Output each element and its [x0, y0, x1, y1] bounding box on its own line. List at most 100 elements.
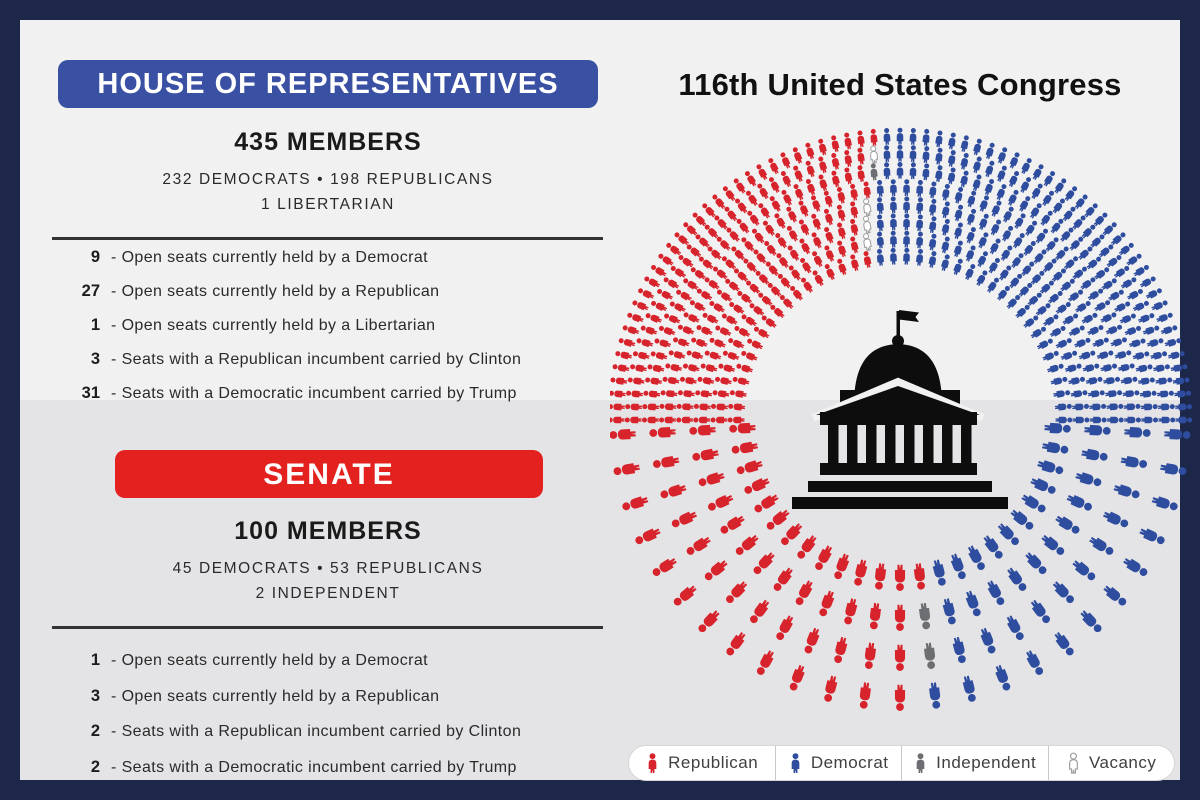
house-seat-icon [1126, 287, 1145, 302]
house-seat-icon [965, 226, 978, 245]
house-seat-icon [735, 289, 754, 305]
stat-value: 2 [90, 757, 100, 776]
senate-seat-icon [832, 636, 849, 665]
house-seat-icon [971, 155, 984, 174]
house-seat-icon [779, 188, 794, 207]
house-seat-icon [959, 152, 970, 171]
house-seat-icon [1009, 251, 1026, 270]
stat-row: 9 - Open seats currently held by a Democr… [50, 248, 612, 282]
house-seat-icon [1117, 241, 1136, 257]
house-seat-icon [787, 264, 803, 282]
senate-seat-icon [697, 470, 726, 489]
house-seat-icon [754, 163, 769, 181]
house-seat-icon [869, 163, 879, 181]
senate-seat-icon [1041, 440, 1070, 456]
senate-seat-icon [873, 562, 887, 591]
house-seat-icon [966, 189, 978, 208]
house-seat-icon [614, 349, 633, 361]
house-seat-icon [995, 164, 1009, 183]
house-seat-icon [810, 250, 824, 268]
senate-seat-icon [1074, 470, 1103, 489]
house-seat-icon [1083, 201, 1100, 219]
senate-seat-icon [868, 602, 882, 630]
house-seat-icon [889, 230, 897, 248]
stat-label: - Open seats currently held by a Democra… [111, 652, 428, 669]
stat-value: 2 [90, 722, 100, 740]
house-seat-icon [1142, 324, 1161, 337]
senate-seat-icon [612, 462, 641, 477]
house-seat-icon [848, 218, 860, 237]
senate-seat-icon [702, 558, 730, 583]
house-seat-icon [1041, 349, 1060, 363]
senate-members-count: 100 MEMBERS [234, 517, 422, 545]
house-seat-icon [915, 231, 924, 249]
house-seat-icon [694, 389, 713, 398]
house-seat-icon [1145, 286, 1164, 301]
house-seat-icon [889, 179, 897, 197]
legend-item-independent: Independent [901, 746, 1048, 780]
house-seat-icon [690, 336, 709, 349]
house-seat-icon [714, 375, 733, 386]
senate-seat-icon [948, 552, 969, 581]
house-seat-icon [1020, 260, 1036, 278]
house-seat-icon [903, 247, 911, 265]
house-seat-icon [610, 403, 625, 411]
house-seat-icon [714, 323, 733, 338]
senate-seat-icon [670, 509, 699, 530]
house-seat-icon [1122, 389, 1140, 398]
house-seat-icon [903, 196, 911, 214]
house-seat-icon [691, 211, 708, 228]
senate-seat-icon [822, 674, 839, 703]
house-seat-icon [1074, 299, 1092, 314]
house-seat-icon [1011, 231, 1027, 250]
house-seat-icon [717, 362, 736, 374]
house-seat-icon [903, 230, 911, 248]
senate-seat-icon [742, 475, 771, 497]
house-seat-icon [744, 279, 762, 296]
house-seat-icon [1128, 337, 1147, 349]
stat-row: 1 - Open seats currently held by a Libert… [50, 316, 612, 350]
house-seat-icon [1164, 336, 1183, 348]
stat-row: 31 - Seats with a Democratic incumbent ca… [50, 384, 612, 418]
house-seat-icon [915, 248, 925, 267]
house-seat-icon [712, 213, 729, 231]
house-seat-icon [822, 207, 835, 226]
house-seat-icon [1089, 416, 1107, 424]
senate-banner: SENATE [115, 450, 543, 498]
house-seat-icon [701, 311, 720, 325]
house-seat-icon [1032, 247, 1049, 265]
house-seat-icon [856, 147, 866, 165]
house-seat-icon [723, 277, 741, 293]
house-seat-icon [710, 193, 727, 211]
house-seat-icon [735, 217, 751, 235]
senate-seat-icon [863, 642, 877, 670]
house-seat-icon [976, 231, 990, 250]
house-seat-icon [768, 303, 786, 320]
house-seat-icon [1030, 182, 1045, 201]
house-seat-icon [1082, 362, 1101, 373]
house-seat-icon [983, 159, 996, 178]
house-seat-icon [1101, 220, 1119, 237]
house-seat-icon [989, 218, 1003, 237]
house-seat-icon [1007, 272, 1024, 290]
house-seat-icon [1053, 177, 1068, 195]
house-seat-icon [940, 253, 952, 272]
senate-seat-icon [1084, 424, 1111, 437]
house-seat-icon [1064, 362, 1083, 374]
house-seat-icon [1089, 232, 1107, 249]
senate-seat-icon [773, 614, 796, 642]
house-seat-icon [668, 299, 687, 314]
house-seat-icon [1026, 291, 1044, 308]
senate-seat-icon [963, 589, 983, 618]
house-seat-icon [729, 244, 747, 262]
house-seat-icon [934, 164, 944, 183]
house-seat-icon [643, 389, 661, 399]
house-seat-icon [677, 389, 696, 398]
house-seat-icon [1070, 389, 1088, 399]
house-seat-icon [1089, 403, 1107, 411]
house-seat-icon [660, 389, 678, 398]
house-seat-icon [1066, 288, 1085, 304]
senate-seat-icon [652, 455, 680, 470]
house-seat-icon [642, 416, 659, 424]
house-seat-icon [1028, 201, 1044, 220]
